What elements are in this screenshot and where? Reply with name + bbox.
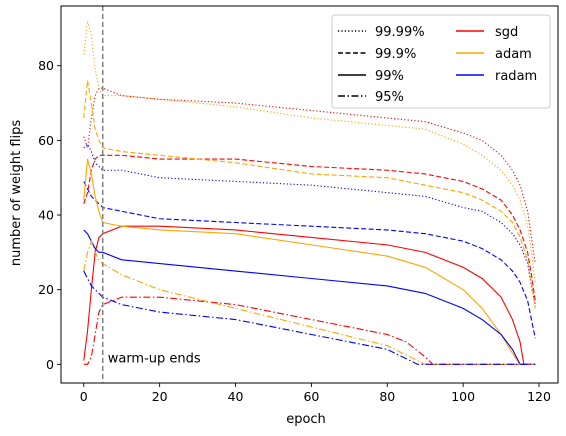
legend-label-solid: 99% [375,69,404,84]
y-axis-ticks: 0 20 40 60 80 [38,58,61,372]
y-axis-title: number of weight flips [9,120,24,267]
legend-box [331,14,551,109]
legend-label-sgd: sgd [495,25,518,40]
x-tick-label: 40 [228,389,244,404]
x-tick-label: 20 [152,389,168,404]
x-axis-ticks: 0 20 40 60 80 100 120 [80,383,551,404]
legend: 99.99% 99.9% 99% 95% sgd adam radam [331,14,551,109]
axes-frame [60,5,559,384]
warmup-marker: warm-up ends [101,6,201,383]
series-line-sgd-999 [83,154,536,301]
x-axis-title: epoch [286,412,326,427]
series-line-adam-99 [83,158,536,365]
series-line-adam-95 [83,239,536,365]
series-line-radam-95 [83,270,536,365]
series-line-sgd-99 [83,225,536,365]
y-tick-label: 80 [38,58,54,73]
x-tick-label: 0 [80,389,88,404]
series-line-radam-9999 [83,143,536,305]
x-tick-label: 120 [527,389,551,404]
series-line-radam-99 [83,229,536,365]
y-tick-label: 40 [38,208,54,223]
x-tick-label: 100 [451,389,475,404]
series-line-adam-999 [83,80,536,309]
warmup-annotation: warm-up ends [108,351,201,366]
x-tick-label: 80 [379,389,395,404]
legend-label-dashed: 99.9% [375,47,416,62]
y-tick-label: 20 [38,282,54,297]
y-tick-label: 0 [46,357,54,372]
plot-lines [83,20,536,365]
series-line-adam-9999 [83,20,536,283]
series-line-sgd-95 [83,296,536,365]
x-tick-label: 60 [303,389,319,404]
series-line-radam-999 [83,181,536,339]
legend-label-adam: adam [495,47,532,62]
y-tick-label: 60 [38,133,54,148]
legend-label-dashdot: 95% [375,90,404,105]
legend-label-radam: radam [495,69,537,84]
legend-label-dotted: 99.99% [375,25,425,40]
